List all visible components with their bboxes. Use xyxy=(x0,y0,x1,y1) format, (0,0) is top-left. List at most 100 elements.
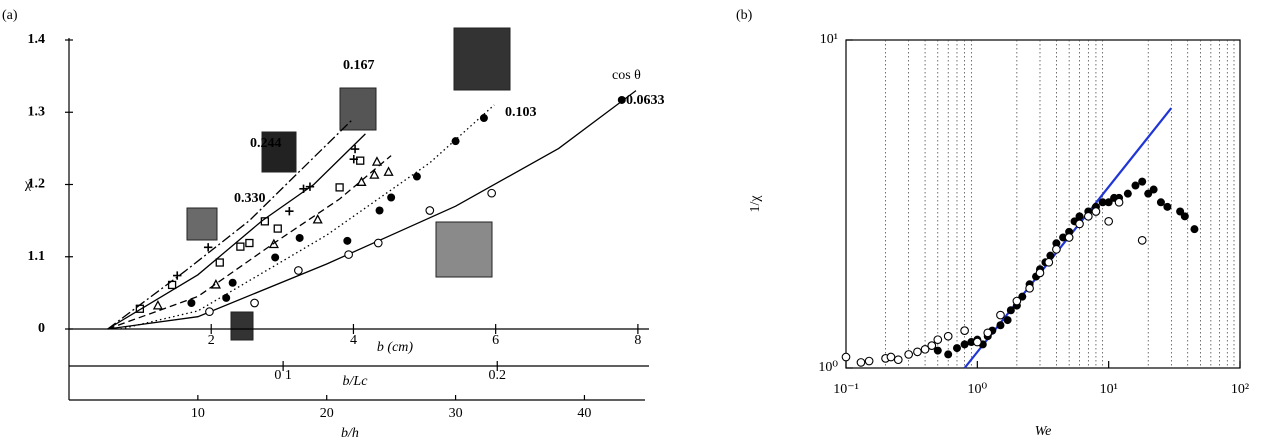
y-axis-label: 1/χ xyxy=(748,195,763,213)
open-circle-marker xyxy=(1076,220,1084,228)
annotation: 0.103 xyxy=(505,105,537,120)
open-circle-marker xyxy=(426,207,434,215)
y-tick-label: 1.3 xyxy=(28,104,46,119)
open-circle-marker xyxy=(1115,199,1123,207)
inset-image xyxy=(231,312,253,340)
annotation: cos θ xyxy=(612,68,641,83)
open-circle-marker xyxy=(488,189,496,197)
square-marker xyxy=(237,243,244,250)
open-circle-marker xyxy=(1138,237,1146,245)
filled-circle-marker xyxy=(1076,212,1084,220)
filled-circle-marker xyxy=(1124,190,1132,198)
square-marker xyxy=(216,259,223,266)
open-circle-marker xyxy=(944,332,952,340)
open-circle-marker xyxy=(894,356,902,364)
filled-circle-marker xyxy=(1163,203,1171,211)
y-tick-label: 1.1 xyxy=(28,249,46,264)
filled-circle-marker xyxy=(944,350,952,358)
filled-circle-marker xyxy=(222,294,230,302)
filled-circle-marker xyxy=(1157,198,1165,206)
square-marker xyxy=(274,225,281,232)
open-circle-marker xyxy=(857,359,865,367)
annotation: 0.330 xyxy=(234,191,266,206)
open-circle-marker xyxy=(974,338,982,346)
fit-line xyxy=(121,105,495,329)
filled-circle-marker xyxy=(480,114,488,122)
x-tick-label: 10 xyxy=(191,406,205,421)
y-tick-label: 1.4 xyxy=(28,32,46,47)
square-marker xyxy=(336,184,343,191)
filled-circle-marker xyxy=(387,194,395,202)
filled-circle-marker xyxy=(1150,186,1158,194)
extra-tick-label: 2 xyxy=(208,333,215,348)
y-tick-label: 10¹ xyxy=(820,32,838,47)
open-circle-marker xyxy=(1105,218,1113,226)
plus-marker xyxy=(173,271,181,279)
annotation: 0.0633 xyxy=(626,93,665,108)
open-circle-marker xyxy=(1036,269,1044,277)
open-circle-marker xyxy=(1092,208,1100,216)
inset-image xyxy=(340,88,376,130)
open-circle-marker xyxy=(865,357,873,365)
inset-image xyxy=(436,222,492,277)
open-circle-marker xyxy=(934,336,942,344)
panel-label: (a) xyxy=(2,8,18,23)
open-circle-marker xyxy=(887,353,895,361)
open-circle-marker xyxy=(905,351,913,359)
fit-line xyxy=(108,134,366,329)
open-circle-marker xyxy=(1053,246,1061,254)
open-circle-marker xyxy=(984,329,992,337)
open-circle-marker xyxy=(1045,259,1053,267)
extra-tick-label: 0 1 xyxy=(274,368,292,383)
annotation: 0.244 xyxy=(250,136,282,151)
open-circle-marker xyxy=(1013,297,1021,305)
open-circle-marker xyxy=(1085,213,1093,221)
extra-tick-label: 6 xyxy=(492,333,499,348)
extra-tick-label: 8 xyxy=(634,333,641,348)
extra-tick-label: 0.2 xyxy=(489,368,507,383)
open-circle-marker xyxy=(206,308,214,316)
x-tick-label: 20 xyxy=(320,406,334,421)
filled-circle-marker xyxy=(618,96,626,104)
open-circle-marker xyxy=(374,239,382,247)
open-circle-marker xyxy=(928,342,936,350)
filled-circle-marker xyxy=(229,279,237,287)
filled-circle-marker xyxy=(996,321,1004,329)
filled-circle-marker xyxy=(296,234,304,242)
square-marker xyxy=(246,240,253,247)
filled-circle-marker xyxy=(1138,178,1146,186)
insets xyxy=(187,28,510,340)
open-circle-marker xyxy=(842,353,850,361)
extra-axis-label: b/Lc xyxy=(343,374,369,389)
x-axis-label: b/h xyxy=(341,426,359,441)
filled-circle-marker xyxy=(187,299,195,307)
triangle-marker xyxy=(373,158,381,166)
open-circle-marker xyxy=(345,251,353,259)
filled-circle-marker xyxy=(1131,182,1139,190)
extra-tick-label: 4 xyxy=(350,333,357,348)
filled-circle-marker xyxy=(271,253,279,261)
filled-circle-marker xyxy=(953,344,961,352)
x-tick-label: 40 xyxy=(577,406,591,421)
annotation: 0.167 xyxy=(343,58,375,73)
x-tick-label: 10⁻¹ xyxy=(833,382,859,397)
triangle-marker xyxy=(385,168,393,176)
panel-label: (b) xyxy=(736,8,753,23)
x-axis-label: We xyxy=(1035,424,1052,439)
filled-circle-marker xyxy=(1190,225,1198,233)
plus-marker xyxy=(285,207,293,215)
y-axis-label: χ xyxy=(24,177,32,192)
extra-axis-label: b (cm) xyxy=(377,340,413,355)
open-circle-marker xyxy=(997,311,1005,319)
y-tick-label: 10⁰ xyxy=(818,360,838,375)
filled-circle-marker xyxy=(452,137,460,145)
y-tick-label: 0 xyxy=(38,321,45,336)
filled-circle-marker xyxy=(1004,316,1012,324)
filled-circle-marker xyxy=(413,173,421,181)
x-tick-label: 10⁰ xyxy=(968,382,988,397)
square-marker xyxy=(357,157,364,164)
open-circle-marker xyxy=(914,348,922,356)
triangle-marker xyxy=(314,215,322,223)
x-tick-label: 10² xyxy=(1231,382,1249,397)
x-tick-label: 30 xyxy=(449,406,463,421)
